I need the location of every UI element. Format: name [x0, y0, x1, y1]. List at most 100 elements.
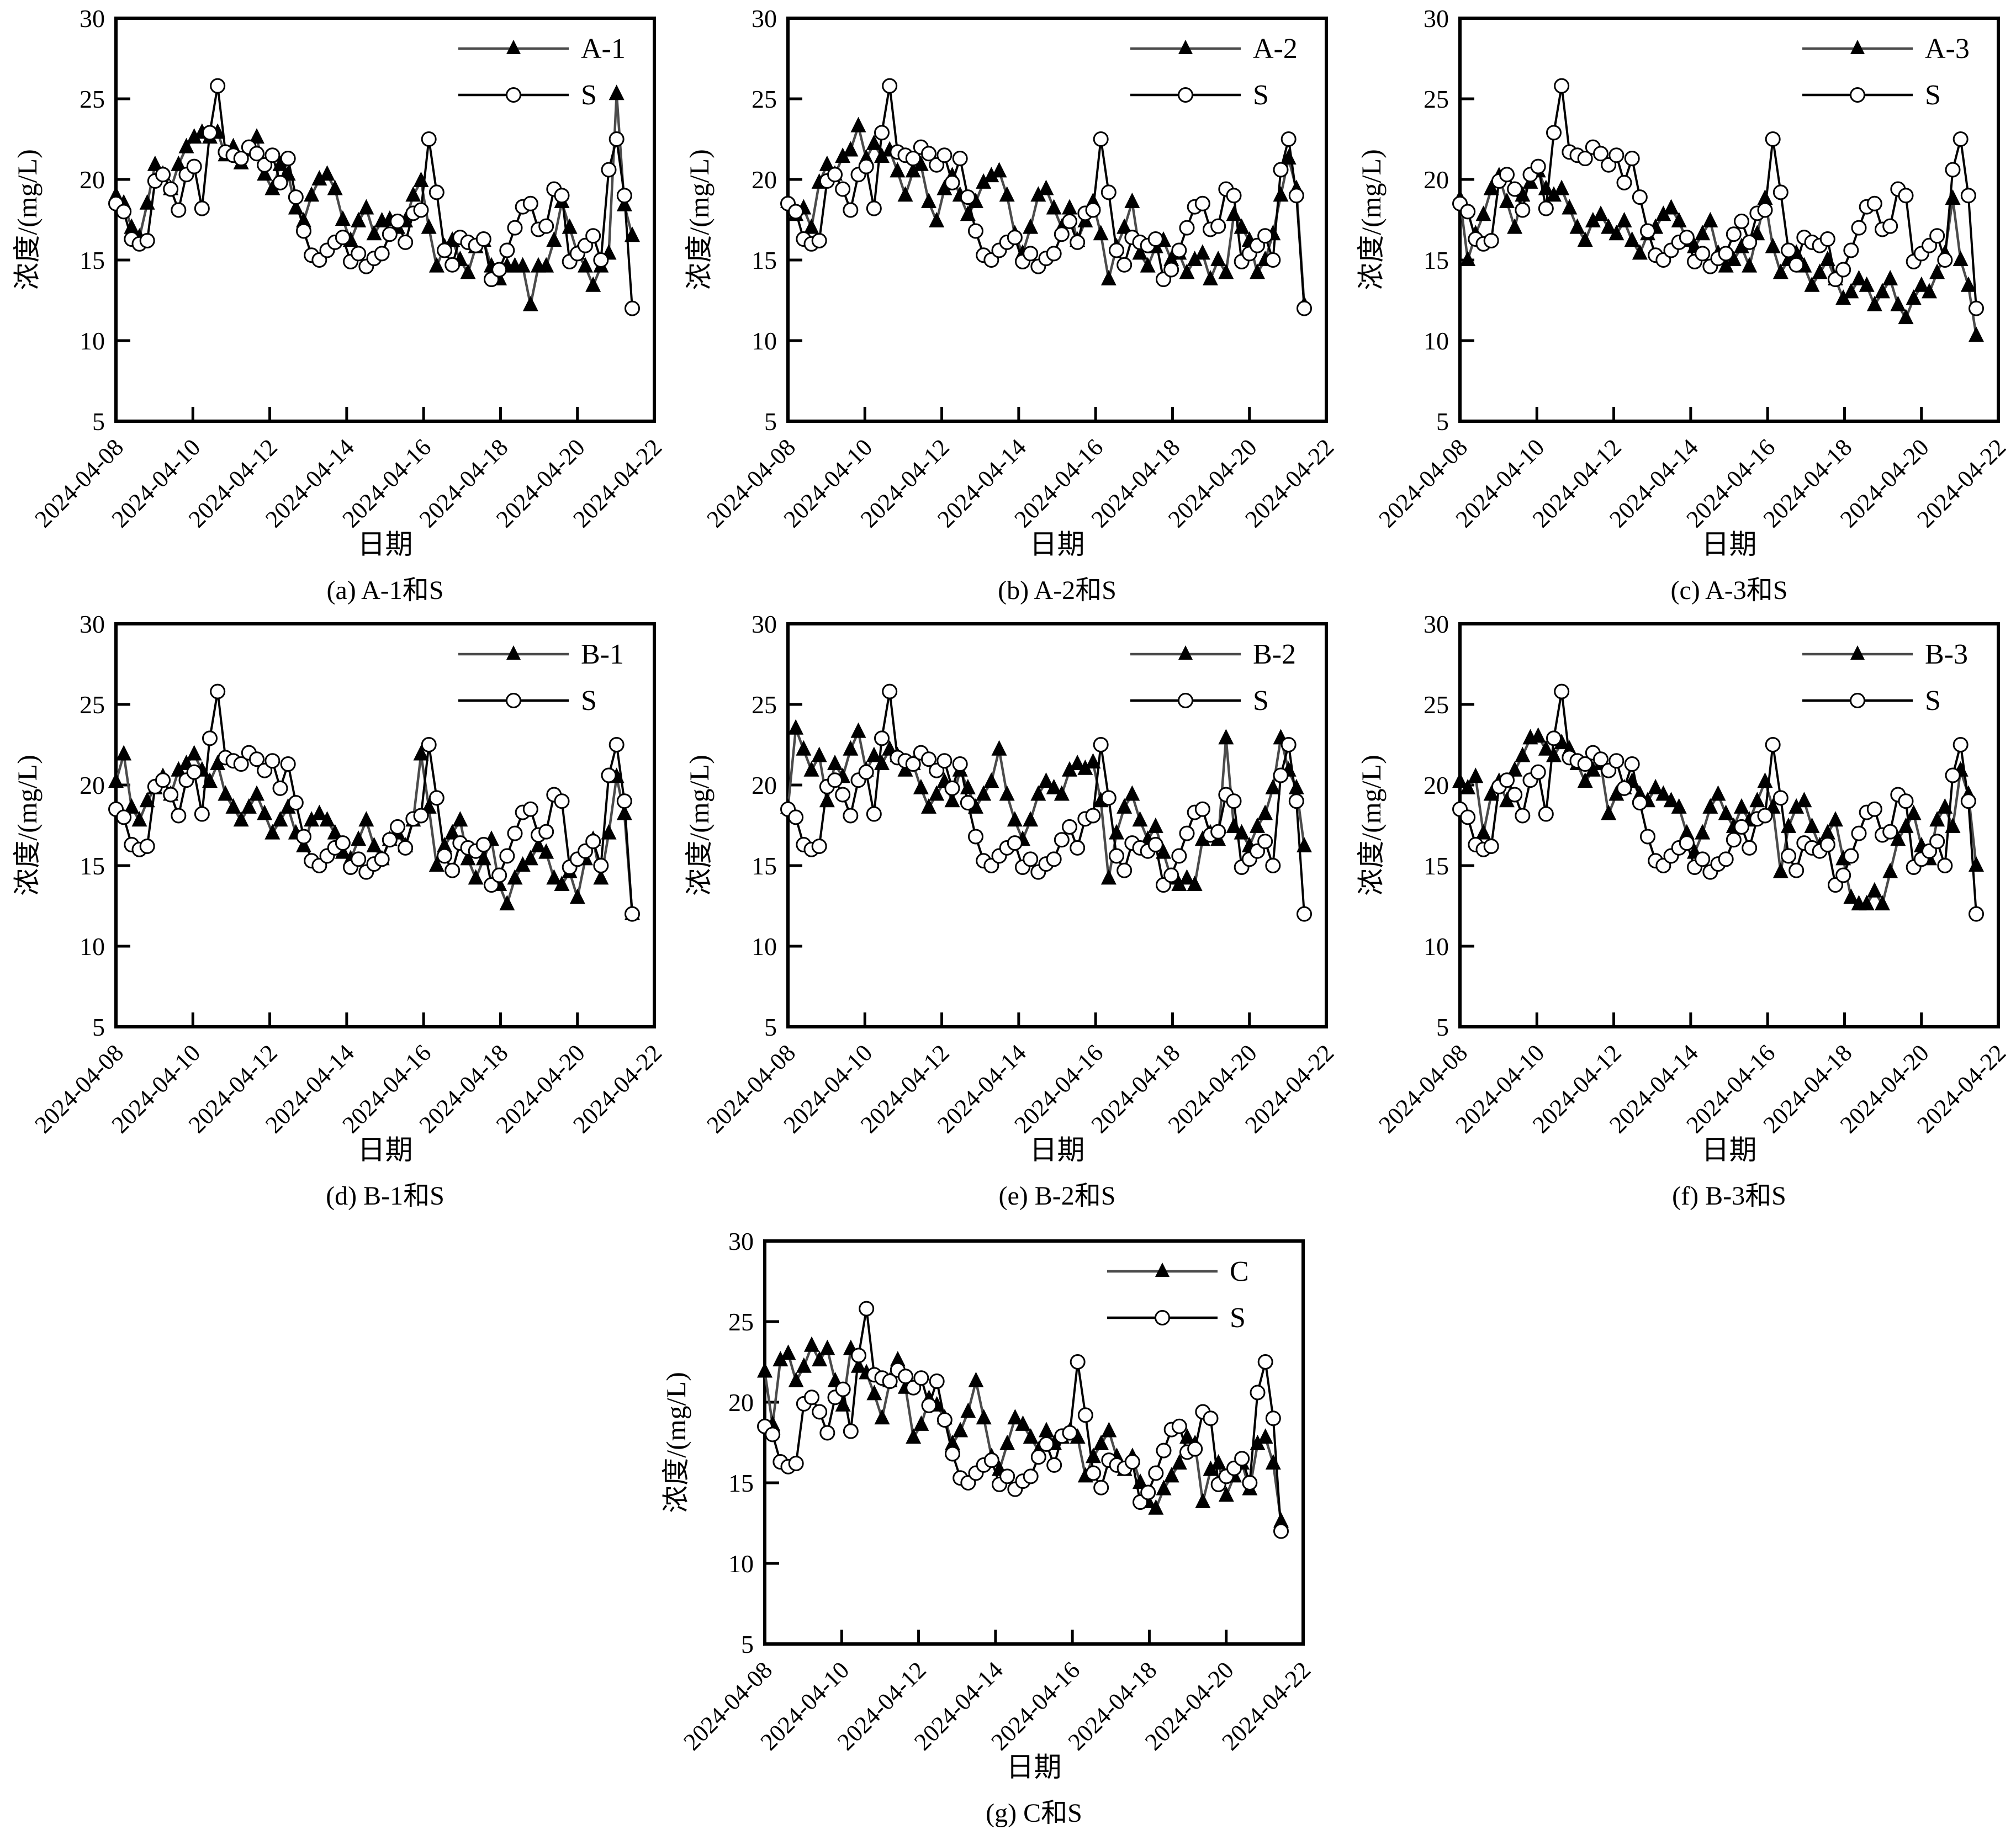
circle-marker-icon [413, 202, 429, 218]
triangle-marker-icon [124, 218, 140, 234]
triangle-marker-icon [1850, 40, 1865, 54]
circle-marker-icon [351, 246, 367, 262]
circle-marker-icon [507, 220, 523, 236]
circle-marker-icon [507, 825, 523, 841]
triangle-marker-icon [1718, 257, 1734, 273]
circle-marker-icon [1023, 246, 1039, 262]
plot-box [786, 17, 1328, 423]
triangle-marker-icon [1726, 251, 1742, 266]
circle-marker-icon [1178, 693, 1193, 708]
circle-marker-icon [1093, 131, 1109, 147]
circle-marker-icon [866, 200, 882, 216]
circle-marker-icon [625, 906, 640, 922]
triangle-marker-icon [1648, 778, 1664, 794]
circle-marker-icon [1163, 867, 1179, 883]
triangle-marker-icon [1906, 804, 1922, 820]
caption: (a) A-1和S [327, 576, 444, 605]
triangle-marker-icon [1608, 785, 1625, 801]
triangle-marker-icon [601, 824, 617, 840]
legend-item-B-2: B-2 [1130, 639, 1296, 670]
triangle-marker-icon [554, 876, 570, 892]
y-tick-label: 30 [80, 4, 105, 33]
triangle-marker-icon [1875, 895, 1890, 911]
series-B-3-line [1459, 735, 1978, 906]
circle-marker-icon [1960, 188, 1976, 204]
circle-marker-icon [1117, 862, 1133, 878]
triangle-marker-icon [1812, 263, 1828, 279]
triangle-marker-icon [1757, 772, 1773, 788]
triangle-marker-icon [1624, 231, 1640, 247]
circle-marker-icon [608, 737, 625, 752]
triangle-marker-icon [1178, 645, 1193, 660]
triangle-marker-icon [913, 778, 929, 794]
y-tick-label: 20 [80, 771, 105, 799]
circle-marker-icon [835, 787, 851, 803]
circle-marker-icon [390, 819, 405, 835]
circle-marker-icon [522, 801, 538, 817]
triangle-marker-icon [351, 830, 367, 846]
triangle-marker-icon [1804, 817, 1820, 833]
circle-marker-icon [851, 1348, 866, 1364]
triangle-marker-icon [257, 804, 273, 820]
triangle-marker-icon [1156, 1479, 1172, 1495]
triangle-marker-icon [788, 1372, 804, 1388]
triangle-marker-icon [131, 811, 147, 827]
circle-marker-icon [608, 131, 625, 147]
triangle-marker-icon [1671, 798, 1687, 814]
triangle-marker-icon [1945, 817, 1961, 833]
triangle-marker-icon [1023, 811, 1039, 827]
triangle-marker-icon [999, 785, 1015, 801]
triangle-marker-icon [1054, 785, 1070, 801]
triangle-marker-icon [257, 165, 273, 181]
triangle-marker-icon [1890, 295, 1906, 311]
circle-marker-icon [1851, 220, 1867, 236]
triangle-marker-icon [1546, 186, 1562, 202]
circle-marker-icon [858, 158, 874, 174]
subplot-a: 30 25 20 15 10 5 2024-04-08 2024-04-10 2024-04-1… [0, 0, 672, 609]
circle-marker-icon [1952, 131, 1969, 147]
triangle-marker-icon [1710, 785, 1726, 801]
circle-marker-icon [351, 851, 367, 867]
circle-marker-icon [1765, 131, 1781, 147]
circle-marker-icon [1679, 835, 1695, 851]
y-tick-label: 10 [1424, 327, 1449, 355]
triangle-marker-icon [272, 811, 288, 827]
circle-marker-icon [1210, 824, 1226, 840]
circle-marker-icon [272, 174, 288, 190]
triangle-marker-icon [1101, 1422, 1117, 1438]
triangle-marker-icon [1663, 792, 1679, 808]
y-tick-label: 30 [752, 4, 777, 33]
legend: A-1 S [458, 33, 626, 111]
triangle-marker-icon [850, 722, 866, 738]
circle-marker-icon [116, 809, 132, 825]
circle-marker-icon [1632, 795, 1648, 811]
triangle-marker-icon [1702, 798, 1718, 814]
circle-marker-icon [1937, 858, 1953, 873]
legend-item-B-3: B-3 [1802, 639, 1968, 670]
triangle-marker-icon [1007, 1409, 1023, 1425]
circle-marker-icon [1273, 162, 1289, 178]
chart-f: 302520151052024-04-082024-04-102024-04-1… [1356, 610, 2011, 1211]
circle-marker-icon [1194, 195, 1210, 211]
triangle-marker-icon [1046, 778, 1062, 794]
legend-label: S [1253, 79, 1269, 111]
triangle-marker-icon [905, 162, 921, 178]
circle-marker-icon [1171, 1418, 1187, 1434]
circle-marker-icon [382, 226, 398, 242]
circle-marker-icon [1460, 204, 1476, 220]
circle-marker-icon [1882, 218, 1898, 234]
triangle-marker-icon [475, 850, 491, 866]
y-tick-label: 5 [1436, 1013, 1449, 1041]
triangle-marker-icon [569, 888, 585, 904]
triangle-marker-icon [1086, 1447, 1101, 1463]
circle-marker-icon [866, 806, 882, 822]
triangle-marker-icon [1601, 804, 1617, 820]
triangle-marker-icon [1483, 179, 1499, 195]
circle-marker-icon [999, 1468, 1015, 1484]
triangle-marker-icon [1562, 199, 1578, 215]
triangle-marker-icon [1257, 1428, 1273, 1444]
circle-marker-icon [968, 829, 983, 845]
circle-marker-icon [1554, 683, 1570, 699]
triangle-marker-icon [1632, 244, 1648, 260]
circle-marker-icon [1093, 737, 1109, 752]
